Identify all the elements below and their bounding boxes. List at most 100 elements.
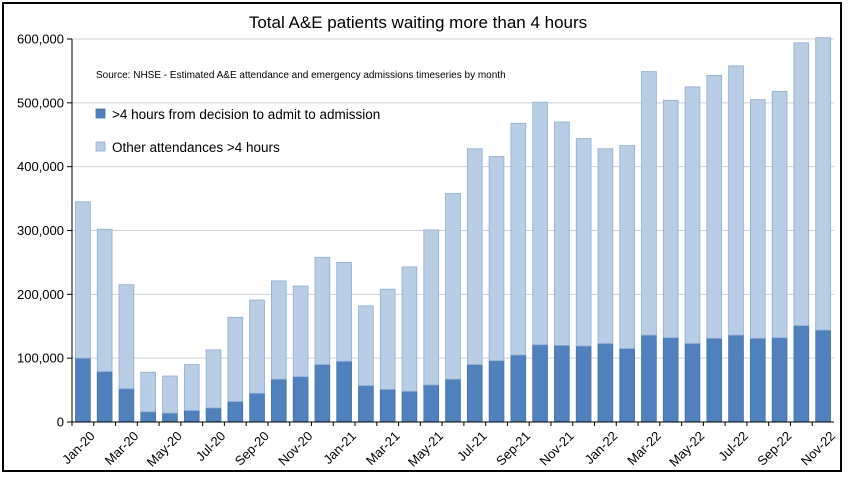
bar-segment-other-attendances [641,71,657,336]
bar-segment-other-attendances [314,256,331,365]
bar-segment-other-attendances [336,262,352,362]
legend-label: >4 hours from decision to admit to admis… [112,107,380,122]
bar-segment-other-attendances [815,37,831,331]
source-note: Source: NHSE - Estimated A&E attendance … [96,70,506,81]
x-axis-ticks: Jan-20 Mar-20 May-20 Jul-20 Sep-20 Nov-20 Jan-… [59,422,838,470]
bar-segment-other-attendances [532,101,548,346]
bar-segment-other-attendances [249,299,265,394]
bar-segment-decision-to-admit [466,364,483,423]
x-tick-label: Mar-22 [624,428,664,468]
legend: >4 hours from decision to admit to admis… [95,107,380,155]
bar-segment-other-attendances [662,99,679,339]
bar-segment-other-attendances [466,148,483,365]
bar-segment-decision-to-admit [510,354,527,423]
bar-segment-decision-to-admit [619,348,635,423]
bar-segment-decision-to-admit [358,385,374,423]
bar-segment-decision-to-admit [140,411,157,423]
bar-segment-decision-to-admit [249,392,265,423]
legend-label: Other attendances >4 hours [112,140,280,155]
bar-segment-decision-to-admit [227,401,244,423]
x-tick-label: Sep-21 [493,428,533,468]
bar-segment-other-attendances [619,145,635,349]
bar-segment-other-attendances [379,288,396,390]
x-tick-label: Jan-22 [582,428,621,467]
bar-segment-other-attendances [684,86,701,344]
y-tick-label: 600,000 [17,32,64,47]
bars [75,37,831,423]
bar-segment-decision-to-admit [292,376,309,423]
bar-segment-decision-to-admit [423,384,440,423]
bar-segment-decision-to-admit [662,337,679,423]
bar-segment-other-attendances [75,201,91,359]
x-tick-label: Mar-21 [363,428,403,468]
bar-segment-decision-to-admit [118,388,135,423]
bar-segment-decision-to-admit [336,360,352,423]
chart-title: Total A&E patients waiting more than 4 h… [249,13,587,32]
bar-segment-other-attendances [749,99,766,339]
bar-segment-decision-to-admit [162,412,178,423]
x-tick-label: Nov-22 [798,428,838,468]
bar-segment-other-attendances [488,156,505,362]
bar-segment-other-attendances [227,316,244,402]
bar-segment-decision-to-admit [575,345,592,423]
legend-swatch [95,108,106,119]
bar-segment-decision-to-admit [771,337,788,423]
stacked-bar-chart: Total A&E patients waiting more than 4 h… [17,13,838,470]
bar-segment-other-attendances [771,90,788,339]
bar-segment-other-attendances [292,285,309,378]
x-tick-label: Jul-21 [454,428,490,464]
bar-segment-decision-to-admit [75,357,91,423]
x-tick-label: Nov-21 [537,428,577,468]
bar-segment-other-attendances [162,375,178,414]
bar-segment-other-attendances [183,364,200,411]
x-tick-label: May-21 [405,428,446,469]
y-tick-label: 0 [57,415,64,430]
bar-segment-decision-to-admit [401,390,418,423]
bar-segment-other-attendances [445,193,461,380]
x-tick-label: Jul-20 [193,428,229,464]
bar-segment-decision-to-admit [183,410,200,423]
x-tick-label: May-20 [144,428,185,469]
y-tick-label: 100,000 [17,351,64,366]
bar-segment-other-attendances [575,138,592,347]
x-tick-label: Sep-20 [232,428,272,468]
bar-segment-decision-to-admit [96,371,113,423]
bar-segment-decision-to-admit [597,343,614,423]
bar-segment-other-attendances [118,284,135,390]
bar-segment-decision-to-admit [445,378,461,423]
bar-segment-decision-to-admit [205,407,222,423]
x-tick-label: Nov-20 [275,428,315,468]
y-axis-ticks: 0 100,000 200,000 300,000 400,000 500,000 600,… [17,32,72,430]
bar-segment-decision-to-admit [271,378,287,423]
bar-segment-other-attendances [728,65,744,336]
bar-segment-decision-to-admit [684,343,701,423]
bar-segment-other-attendances [358,305,374,387]
bar-segment-other-attendances [140,371,157,413]
y-tick-label: 400,000 [17,159,64,174]
x-tick-label: Jan-20 [59,428,98,467]
x-tick-label: Jul-22 [715,428,751,464]
bar-segment-decision-to-admit [641,334,657,423]
bar-segment-other-attendances [793,42,810,327]
bar-segment-other-attendances [96,228,113,372]
bar-segment-decision-to-admit [314,364,331,423]
bar-segment-decision-to-admit [532,344,548,423]
y-tick-label: 200,000 [17,287,64,302]
bar-segment-decision-to-admit [554,344,570,423]
bar-segment-decision-to-admit [749,337,766,423]
bar-segment-other-attendances [510,122,527,356]
x-tick-label: May-22 [666,428,707,469]
bar-segment-other-attendances [423,229,440,386]
bar-segment-other-attendances [706,74,723,339]
chart-frame: Total A&E patients waiting more than 4 h… [2,2,842,472]
x-tick-label: Mar-20 [102,428,142,468]
y-tick-label: 300,000 [17,223,64,238]
x-tick-label: Jan-21 [320,428,359,467]
y-tick-label: 500,000 [17,95,64,110]
bar-segment-decision-to-admit [379,389,396,423]
bar-segment-other-attendances [597,148,614,344]
axes [71,39,834,423]
x-tick-label: Sep-22 [754,428,794,468]
bar-segment-decision-to-admit [706,337,723,423]
bar-segment-decision-to-admit [815,329,831,423]
